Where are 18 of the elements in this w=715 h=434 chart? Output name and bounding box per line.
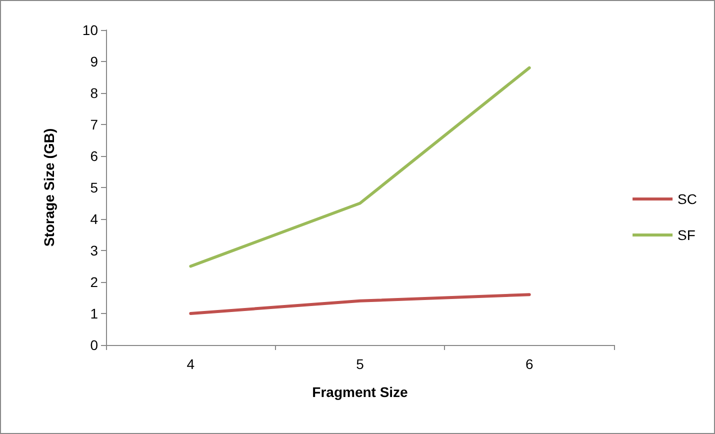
- legend-label: SF: [678, 227, 696, 243]
- x-tick-label: 5: [356, 356, 364, 372]
- y-tick-label: 2: [90, 274, 98, 290]
- y-tick-label: 10: [82, 22, 98, 38]
- y-tick-label: 9: [90, 54, 98, 70]
- y-axis-title: Storage Size (GB): [41, 128, 57, 247]
- y-tick-label: 7: [90, 116, 98, 132]
- y-tick-label: 8: [90, 85, 98, 101]
- y-tick-label: 0: [90, 337, 98, 353]
- y-tick-label: 1: [90, 306, 98, 322]
- legend-label: SC: [678, 191, 698, 207]
- y-tick-label: 3: [90, 242, 98, 258]
- x-axis-title: Fragment Size: [312, 384, 408, 400]
- y-tick-label: 5: [90, 180, 98, 196]
- x-tick-label: 6: [525, 356, 534, 372]
- x-tick-label: 4: [186, 356, 195, 372]
- y-tick-label: 4: [90, 211, 98, 227]
- y-tick-label: 6: [90, 148, 98, 164]
